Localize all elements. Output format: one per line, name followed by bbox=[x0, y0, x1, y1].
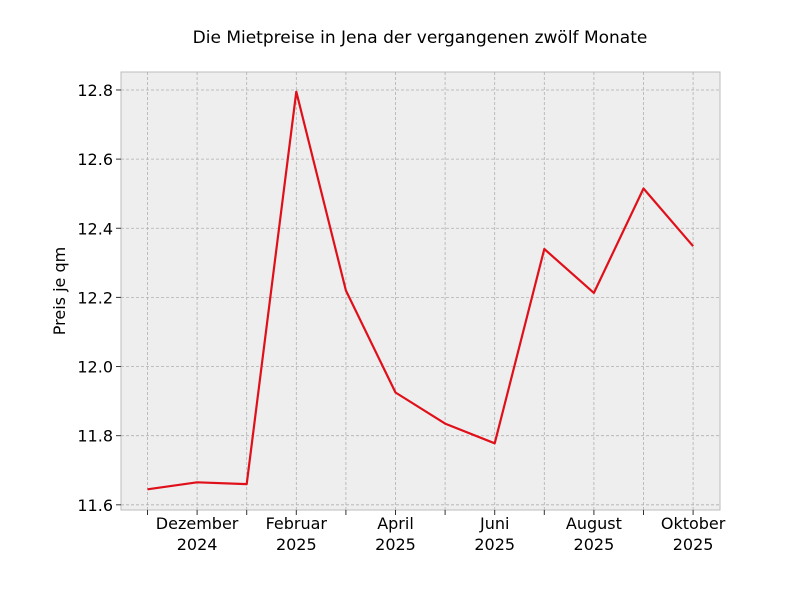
y-tick-label: 11.6 bbox=[77, 496, 113, 515]
y-axis-label: Preis je qm bbox=[50, 247, 69, 335]
series-line bbox=[147, 90, 694, 491]
x-tick-label-month: August bbox=[566, 514, 622, 533]
x-tick-label-year: 2025 bbox=[574, 535, 615, 554]
grid bbox=[121, 72, 720, 510]
x-tick-label-month: Juni bbox=[479, 514, 509, 533]
y-axis-ticks: 11.6 11.8 12.0 12.2 12.4 12.6 12.8 bbox=[77, 81, 121, 515]
x-tick-label-year: 2025 bbox=[673, 535, 714, 554]
chart-title: Die Mietpreise in Jena der vergangenen z… bbox=[193, 28, 648, 48]
y-tick-label: 12.6 bbox=[77, 150, 113, 169]
y-tick-label: 12.4 bbox=[77, 219, 113, 238]
y-tick-label: 12.8 bbox=[77, 81, 113, 100]
x-tick-label-month: Februar bbox=[266, 514, 328, 533]
y-tick-label: 12.2 bbox=[77, 288, 113, 307]
x-tick-label-month: April bbox=[377, 514, 414, 533]
y-tick-label: 12.0 bbox=[77, 358, 113, 377]
y-tick-label: 11.8 bbox=[77, 427, 113, 446]
x-tick-label-month: Dezember bbox=[156, 514, 239, 533]
series-group bbox=[147, 90, 694, 491]
x-tick-label-month: Oktober bbox=[661, 514, 726, 533]
x-axis-ticks: Dezember 2024 Februar 2025 April 2025 Juni 2025… bbox=[147, 510, 726, 554]
x-tick-label-year: 2025 bbox=[474, 535, 515, 554]
x-tick-label-year: 2025 bbox=[375, 535, 416, 554]
x-tick-label-year: 2024 bbox=[177, 535, 218, 554]
plot-area bbox=[120, 71, 721, 511]
x-tick-label-year: 2025 bbox=[276, 535, 317, 554]
